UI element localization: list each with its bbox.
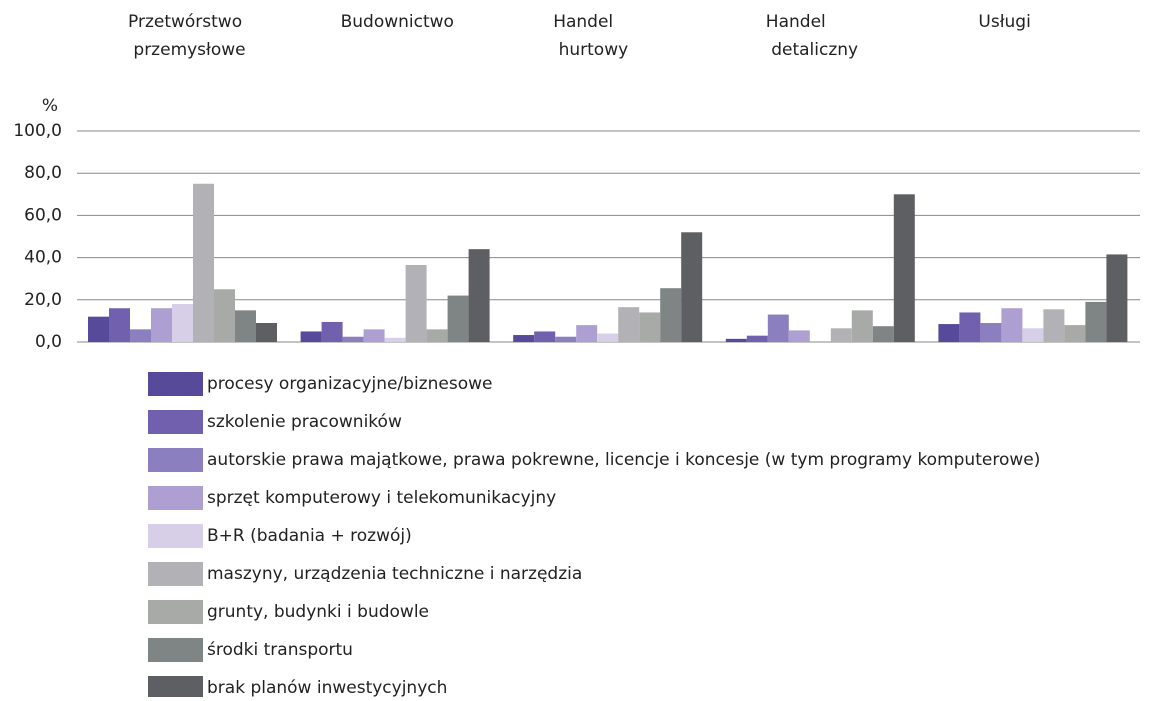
bar [534,331,556,342]
legend-label: brak planów inwestycyjnych [207,678,447,697]
bar [555,336,577,342]
bar [468,249,490,342]
legend-label: procesy organizacyjne/biznesowe [207,374,492,394]
bar [681,232,703,342]
bar [384,337,406,342]
bar [1106,254,1128,342]
legend-swatch [148,410,203,434]
bar [1043,309,1065,342]
bar [300,331,322,342]
bar [893,194,915,342]
legend-swatch [148,524,203,548]
y-tick-label: 40,0 [24,248,62,268]
bar [447,295,469,342]
legend-label: grunty, budynki i budowle [207,602,429,622]
bar [851,310,873,342]
legend-label: maszyny, urządzenia techniczne i narzędz… [207,564,582,584]
y-tick-label: 80,0 [24,163,62,183]
bar [342,336,364,342]
legend-swatch [148,600,203,624]
bar [959,312,981,342]
bar [363,329,385,342]
bar [193,183,214,342]
bar [830,328,852,342]
legend-swatch [148,676,203,700]
bar [872,326,894,342]
legend-swatch [148,562,203,586]
legend-swatch [148,638,203,662]
bar [767,314,789,342]
bar [639,312,661,342]
bar [256,323,277,342]
bar [513,335,535,342]
bar [405,264,427,342]
bar [597,333,619,342]
legend-label: środki transportu [207,640,353,660]
y-tick-label: 0,0 [35,332,62,352]
bar [618,307,640,342]
legend-swatch [148,372,203,396]
bar [725,338,747,342]
bar [235,310,256,342]
category-label: Handel detaliczny [766,12,858,60]
category-label: Handel hurtowy [553,12,628,60]
bar [214,289,235,342]
legend-label: sprzęt komputerowy i telekomunikacyjny [207,488,556,508]
legend-label: autorskie prawa majątkowe, prawa pokrewn… [207,450,1040,470]
y-tick-label: 60,0 [24,205,62,225]
bar [576,325,598,342]
bar [151,308,172,342]
y-axis-label: % [42,96,58,116]
legend-swatch [148,448,203,472]
y-tick-label: 20,0 [24,290,62,310]
bar [172,304,193,342]
bar [1022,328,1044,342]
bar [980,323,1002,342]
category-label: Usługi [978,12,1030,32]
bar [788,330,810,342]
bar [938,324,960,342]
bar [1085,301,1107,342]
bar [660,288,682,342]
legend-label: B+R (badania + rozwój) [207,526,412,546]
legend-swatch [148,486,203,510]
bar [1064,325,1086,342]
bar [1001,308,1023,342]
legend-label: szkolenie pracowników [207,412,402,432]
bar [88,316,109,342]
bar [130,329,151,342]
category-label: Budownictwo [341,12,454,32]
bar [109,308,130,342]
bar [321,321,343,342]
bar [426,329,448,342]
category-label: Przetwórstwo przemysłowe [128,12,246,60]
y-tick-label: 100,0 [13,121,62,141]
bar [746,335,768,342]
